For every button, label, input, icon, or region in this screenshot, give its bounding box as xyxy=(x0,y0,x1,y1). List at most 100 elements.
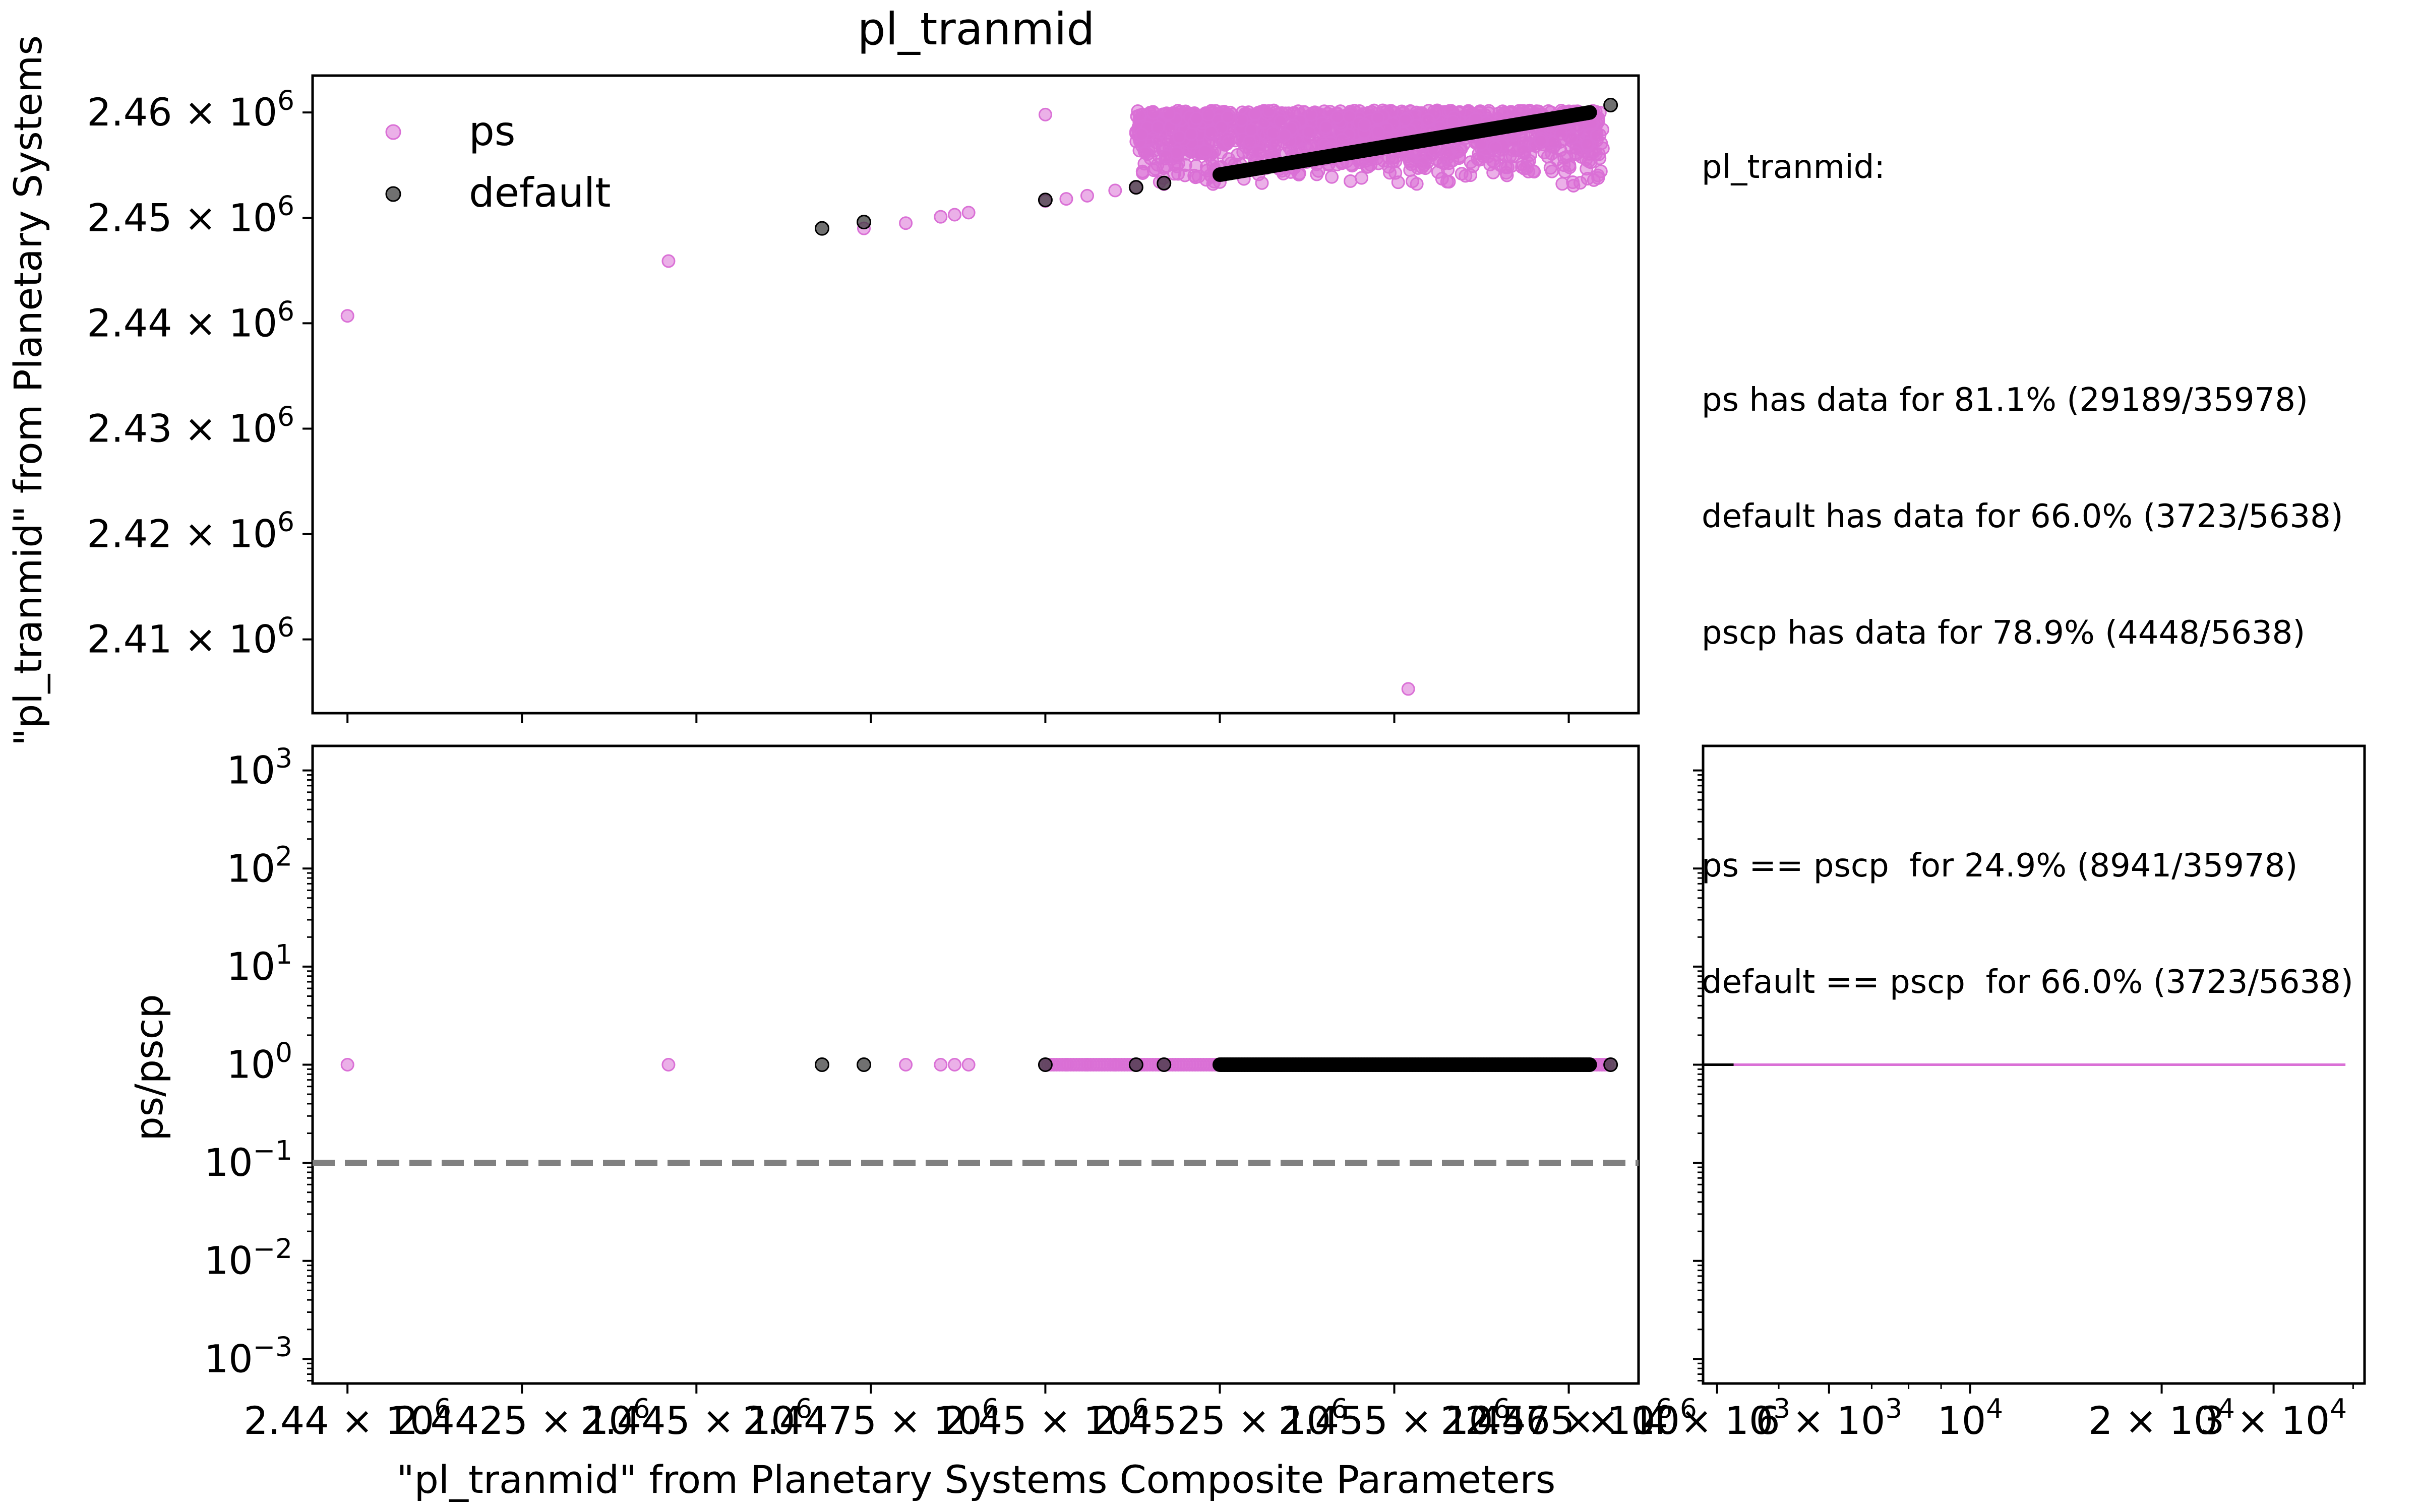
x-tick-label: 2.4525 × 106 xyxy=(1092,1393,1348,1443)
legend-marker-ps xyxy=(385,124,401,140)
default-point xyxy=(814,221,829,236)
stats-header: pl_tranmid: xyxy=(1702,149,1885,186)
ps-point xyxy=(934,210,948,224)
ps-point xyxy=(1486,165,1500,179)
ps-point xyxy=(1440,174,1454,188)
ps-point xyxy=(1201,108,1215,122)
ps-point xyxy=(1221,110,1235,124)
default-point xyxy=(1603,98,1618,113)
y-tick-label: 10−3 xyxy=(204,1331,292,1381)
ps-point xyxy=(1545,164,1559,178)
ps-ratio-point xyxy=(961,1058,976,1072)
y-tick-label: 10−2 xyxy=(204,1233,292,1283)
ps-point xyxy=(1184,127,1198,141)
y-tick-label: 103 xyxy=(226,743,292,793)
ps-point xyxy=(1302,125,1316,139)
y-tick-label: 2.44 × 106 xyxy=(87,295,294,345)
ps-point xyxy=(1371,124,1385,139)
y-tick-label: 10−1 xyxy=(204,1135,292,1185)
ps-point xyxy=(947,208,961,222)
x-tick-label: 2.44 × 106 xyxy=(244,1393,451,1443)
x-tick-label: 104 xyxy=(1938,1393,2004,1443)
ps-point xyxy=(1410,177,1424,191)
ps-point xyxy=(1591,171,1605,185)
ps-point xyxy=(1159,149,1173,163)
x-tick-label: 6 × 103 xyxy=(1756,1393,1902,1443)
ps-point xyxy=(1473,153,1487,167)
bottom-y-axis-label: ps/pscp xyxy=(127,994,171,1141)
ps-point xyxy=(1580,137,1594,151)
default-ratio-point xyxy=(1582,1057,1597,1072)
ps-point xyxy=(661,254,676,268)
stats-match-line: default == pscp for 66.0% (3723/5638) xyxy=(1702,964,2353,1001)
ps-point xyxy=(1554,127,1568,141)
x-tick-label: 2 × 104 xyxy=(2088,1393,2235,1443)
ps-point xyxy=(1172,130,1186,144)
ps-point xyxy=(1162,107,1176,121)
ps-point xyxy=(1355,171,1369,185)
ps-point xyxy=(1371,111,1385,125)
ps-point xyxy=(1135,127,1149,141)
top-y-axis-label: "pl_tranmid" from Planetary Systems xyxy=(6,35,50,746)
ps-point xyxy=(1330,110,1344,124)
default-ratio-point xyxy=(857,1057,872,1072)
ps-point xyxy=(1080,188,1094,203)
stats-match-line: ps == pscp for 24.9% (8941/35978) xyxy=(1702,847,2298,885)
default-ratio-point xyxy=(814,1057,829,1072)
legend: ps default xyxy=(385,108,611,216)
ps-point xyxy=(1388,154,1403,168)
y-tick-label: 101 xyxy=(226,939,292,989)
ps-point xyxy=(1421,113,1435,127)
ps-point xyxy=(1244,123,1258,137)
ps-ratio-point xyxy=(1059,1058,1073,1072)
ps-ratio-point xyxy=(340,1058,354,1072)
default-ratio-point xyxy=(1603,1057,1618,1072)
ps-point xyxy=(1557,158,1571,172)
default-point xyxy=(1128,180,1143,195)
ps-point xyxy=(1198,144,1212,158)
default-point xyxy=(857,215,872,230)
default-ratio-point xyxy=(1128,1057,1143,1072)
ps-point xyxy=(1059,192,1073,206)
ps-point xyxy=(1590,128,1604,142)
ps-point xyxy=(1515,160,1529,174)
ps-point xyxy=(1138,146,1153,160)
ps-point xyxy=(1398,113,1412,127)
ps-point xyxy=(1446,115,1460,129)
x-tick-label: 2.4575 × 106 xyxy=(1440,1393,1697,1443)
chart-title: pl_tranmid xyxy=(858,3,1095,55)
ps-point xyxy=(1132,108,1146,122)
y-tick-label: 2.41 × 106 xyxy=(87,612,294,662)
default-point xyxy=(1582,105,1597,120)
ps-point xyxy=(961,206,976,220)
x-tick-label: 2.4475 × 106 xyxy=(743,1393,999,1443)
legend-label-default: default xyxy=(469,169,611,216)
top-scatter-panel: 2.41 × 106 2.42 × 106 2.43 × 106 2.44 × 106… xyxy=(87,74,1640,723)
ps-point xyxy=(1222,135,1236,149)
legend-marker-default xyxy=(385,186,401,202)
ps-ratio-point xyxy=(661,1058,676,1072)
y-tick-label: 102 xyxy=(226,841,292,891)
bottom-ratio-panel: 103 102 101 100 10−1 10−2 10−3 2.44 × 1062.4425… xyxy=(204,743,1697,1443)
ps-point xyxy=(1335,133,1349,147)
ps-ratio-point xyxy=(899,1058,913,1072)
default-point xyxy=(1038,193,1053,208)
ps-point xyxy=(1357,118,1371,132)
ps-point xyxy=(1377,154,1391,168)
x-tick-label: 3 × 104 xyxy=(2200,1393,2347,1443)
ps-point xyxy=(1411,161,1425,175)
ps-ratio-point xyxy=(1108,1058,1122,1072)
y-tick-label: 100 xyxy=(226,1037,292,1087)
ps-ratio-point xyxy=(934,1058,948,1072)
ps-point xyxy=(1488,141,1502,155)
ps-point xyxy=(1255,176,1269,190)
ps-point xyxy=(1545,147,1559,161)
ps-point xyxy=(1038,107,1052,121)
ps-point xyxy=(1534,134,1548,148)
y-tick-label: 2.42 × 106 xyxy=(87,507,294,556)
x-axis-label: "pl_tranmid" from Planetary Systems Comp… xyxy=(397,1457,1556,1502)
ps-point xyxy=(340,309,354,323)
x-tick-label: 2.445 × 106 xyxy=(580,1393,812,1443)
